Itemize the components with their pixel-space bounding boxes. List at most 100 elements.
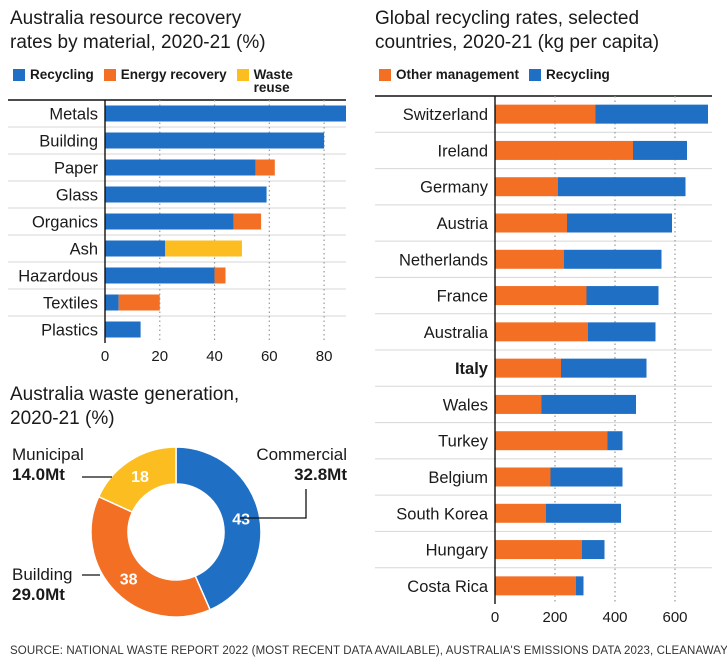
bar-italy-other-management [495,358,561,378]
category-label-plastics: Plastics [41,322,98,340]
bar-belgium-recycling [550,467,623,487]
bar-germany-other-management [495,177,558,197]
category-label-italy: Italy [455,360,489,378]
bar-italy-recycling [561,358,647,378]
bar-turkey-recycling [607,431,623,451]
global-tick-label: 200 [542,609,567,626]
bar-ireland-recycling [633,140,687,160]
waste-title-line-2: 2020-21 (%) [10,408,115,429]
bar-ireland-other-management [495,140,633,160]
category-label-germany: Germany [420,179,489,197]
bar-austria-other-management [495,213,567,233]
donut-slice-commercial [175,446,262,611]
callout-name-commercial: Commercial [256,445,347,464]
callout-name-municipal: Municipal [12,445,84,464]
category-label-glass: Glass [56,187,98,205]
callout-amount-municipal: 14.0Mt [12,465,65,484]
donut-value-municipal: 18 [131,469,149,486]
bar-germany-recycling [558,177,686,197]
global-chart-title: Global recycling rates, selected countri… [375,7,659,55]
bar-organics-energy-recovery [233,213,262,230]
category-label-building: Building [39,133,98,151]
bar-turkey-other-management [495,431,608,451]
category-label-netherlands: Netherlands [399,251,488,269]
recovery-chart-title: Australia resource recovery rates by mat… [10,7,266,55]
global-title-line-1: Global recycling rates, selected [375,8,640,29]
bar-wales-other-management [495,394,542,414]
bar-south-korea-recycling [546,503,621,523]
legend-swatch-recycling [13,69,25,81]
waste-title-line-1: Australia waste generation, [10,384,240,405]
bar-ash-recycling [105,240,166,257]
legend-label-other-management: Other management [396,67,520,82]
category-label-turkey: Turkey [438,433,489,451]
global-legend: Other management Recycling [379,68,620,81]
category-label-wales: Wales [443,396,488,414]
recovery-title-line-1: Australia resource recovery [10,8,242,29]
bar-hazardous-recycling [105,267,215,284]
category-label-austria: Austria [437,215,489,233]
global-tick-label: 400 [602,609,627,626]
legend-other-management: Other management [379,68,519,81]
category-label-belgium: Belgium [428,469,488,487]
callout-amount-building: 29.0Mt [12,585,65,604]
global-title-line-2: countries, 2020-21 (kg per capita) [375,32,660,53]
legend-recycling: Recycling [13,68,94,81]
bar-belgium-other-management [495,467,551,487]
bar-costa-rica-recycling [576,576,584,596]
category-label-costa-rica: Costa Rica [407,578,489,596]
bar-textiles-recycling [105,294,119,311]
recovery-title-line-2: rates by material, 2020-21 (%) [10,32,266,53]
bar-hungary-recycling [582,540,605,560]
legend-label-recycling: Recycling [30,67,94,82]
bar-netherlands-other-management [495,249,564,269]
legend-label-recycling-global: Recycling [546,67,610,82]
legend-swatch-recycling-global [529,69,542,81]
global-tick-label: 600 [662,609,687,626]
bar-wales-recycling [541,394,636,414]
bar-australia-recycling [588,322,656,342]
bar-netherlands-recycling [564,249,662,269]
category-label-metals: Metals [49,106,98,124]
category-label-hazardous: Hazardous [18,268,98,286]
recovery-tick-label: 20 [151,348,168,365]
bar-ash-waste-reuse [165,240,242,257]
recovery-legend: Recycling Energy recovery Waste reuse [13,68,303,94]
category-label-australia: Australia [424,324,489,342]
legend-label-energy-recovery: Energy recovery [120,67,227,82]
legend-swatch-energy-recovery [103,69,116,81]
callout-name-building: Building [12,565,73,584]
bar-glass-recycling [105,186,267,203]
category-label-switzerland: Switzerland [403,106,488,124]
legend-swatch-waste-reuse [236,69,249,81]
bar-switzerland-other-management [495,104,596,124]
category-label-organics: Organics [32,214,98,232]
category-label-france: France [437,288,488,306]
category-label-ash: Ash [70,241,98,259]
waste-chart-title: Australia waste generation, 2020-21 (%) [10,383,239,431]
category-label-south-korea: South Korea [396,505,489,523]
bar-paper-recycling [105,159,256,176]
recovery-tick-label: 60 [261,348,278,365]
bar-organics-recycling [105,213,234,230]
legend-swatch-other-management [379,69,391,81]
source-note: SOURCE: NATIONAL WASTE REPORT 2022 (MOST… [10,645,727,657]
donut-value-building: 38 [120,572,138,589]
callout-amount-commercial: 32.8Mt [294,465,347,484]
legend-label-waste-reuse: Waste reuse [253,67,293,95]
legend-energy-recovery: Energy recovery [103,67,227,82]
category-label-paper: Paper [54,160,99,178]
donut-slice-building [90,495,212,618]
bar-hazardous-energy-recovery [214,267,226,284]
category-label-hungary: Hungary [426,542,489,560]
bar-building-recycling [105,132,325,149]
bar-france-other-management [495,286,587,306]
bar-france-recycling [586,286,659,306]
donut-value-commercial: 43 [232,511,250,528]
donut-slice-municipal [97,446,177,514]
recovery-tick-label: 0 [101,348,109,365]
legend-waste-reuse: Waste reuse [236,67,293,95]
bar-metals-recycling [105,105,346,122]
global-tick-label: 0 [491,609,499,626]
